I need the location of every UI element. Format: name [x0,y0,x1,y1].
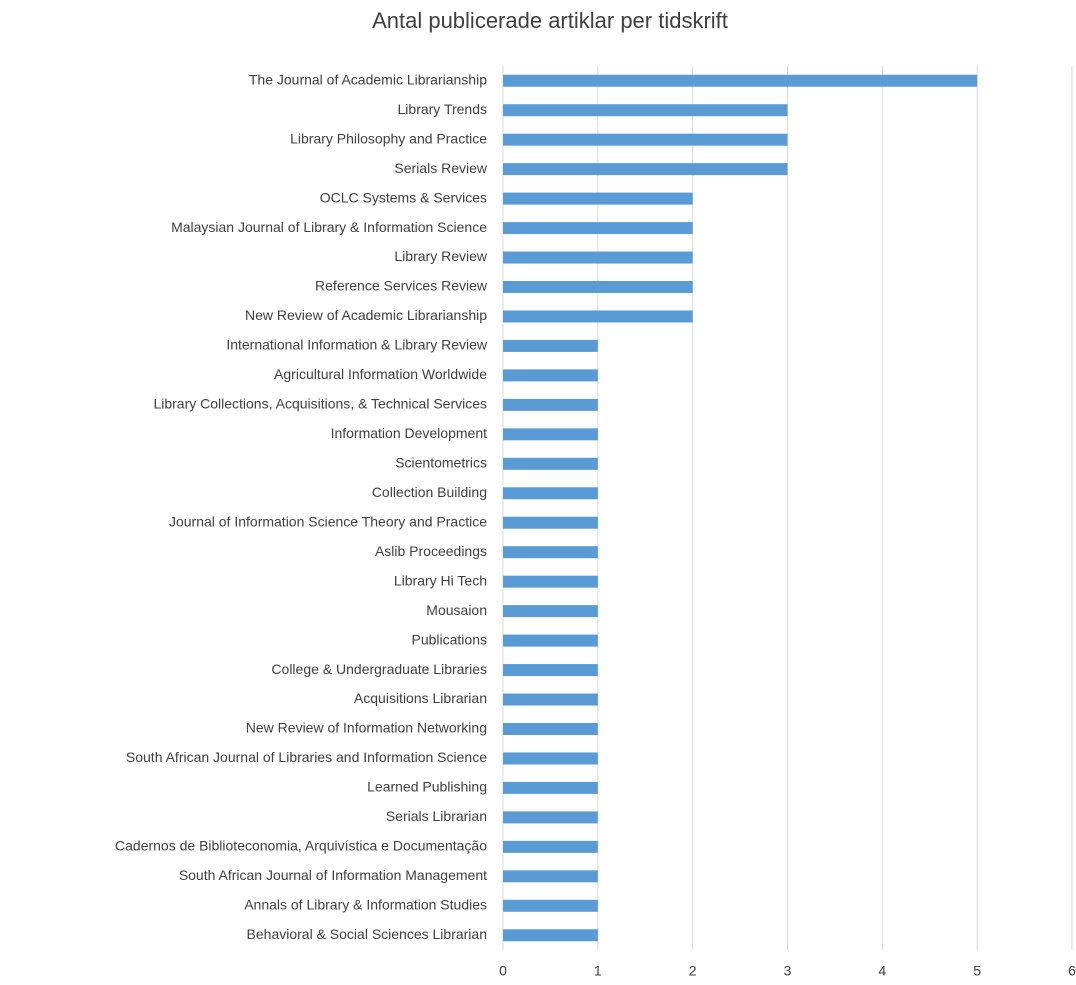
bar [503,339,598,352]
bar [503,398,598,411]
y-tick-label: College & Undergraduate Libraries [271,661,487,677]
bar [503,811,598,824]
x-tick-label: 4 [878,963,886,979]
y-tick-label: Learned Publishing [367,779,487,795]
x-tick-label: 1 [594,963,602,979]
bar [503,575,598,588]
bar [503,929,598,942]
y-tick-label: Library Collections, Acquisitions, & Tec… [153,396,487,412]
bar [503,634,598,647]
bar [503,74,978,87]
y-tick-label: The Journal of Academic Librarianship [249,71,487,87]
y-tick-label: Collection Building [372,484,487,500]
x-tick-label: 2 [689,963,697,979]
y-tick-label: Behavioral & Social Sciences Librarian [247,926,487,942]
bar [503,781,598,794]
y-tick-label: Serials Librarian [386,808,487,824]
y-tick-label: Aslib Proceedings [375,543,487,559]
bar [503,222,693,235]
bar [503,281,693,293]
bar [503,664,598,677]
x-tick-label: 0 [499,963,507,979]
y-tick-label: Malaysian Journal of Library & Informati… [171,219,487,235]
bar [503,369,598,382]
bar [503,693,598,706]
bar [503,840,598,853]
y-tick-label: Annals of Library & Information Studies [244,897,487,913]
x-tick-label: 6 [1068,963,1076,979]
y-tick-label: Acquisitions Librarian [354,690,487,706]
y-tick-label: International Information & Library Revi… [226,337,488,353]
bar [503,516,598,529]
bar [503,163,788,176]
y-tick-label: Mousaion [426,602,487,618]
bar [503,133,788,146]
bar [503,457,598,470]
y-tick-label: Library Philosophy and Practice [290,130,487,146]
y-tick-label: Information Development [331,425,488,441]
y-tick-label: South African Journal of Information Man… [179,867,487,883]
y-tick-label: Journal of Information Science Theory an… [169,513,487,529]
bar [503,870,598,883]
bar [503,752,598,765]
y-tick-label: South African Journal of Libraries and I… [126,749,487,765]
y-tick-label: Library Trends [398,101,487,117]
y-tick-label: New Review of Academic Librarianship [245,307,487,323]
y-tick-label: New Review of Information Networking [246,720,487,736]
y-tick-label: Publications [412,631,488,647]
bar [503,251,693,264]
x-tick-label: 3 [784,963,792,979]
y-tick-label: Scientometrics [395,455,487,471]
chart-title: Antal publicerade artiklar per tidskrift [372,8,728,33]
bar [503,192,693,205]
bar [503,310,693,323]
bar [503,899,598,912]
bar [503,104,788,117]
y-tick-label: Agricultural Information Worldwide [274,366,487,382]
bar [503,605,598,618]
y-tick-label: Cadernos de Biblioteconomia, Arquivístic… [115,838,487,854]
bar [503,723,598,735]
y-tick-label: Serials Review [394,160,487,176]
bar [503,428,598,441]
bar [503,546,598,559]
y-tick-label: Reference Services Review [315,278,488,294]
x-tick-label: 5 [973,963,981,979]
bar [503,487,598,500]
y-tick-label: Library Review [394,248,487,264]
y-tick-label: Library Hi Tech [394,572,487,588]
y-tick-label: OCLC Systems & Services [320,189,487,205]
